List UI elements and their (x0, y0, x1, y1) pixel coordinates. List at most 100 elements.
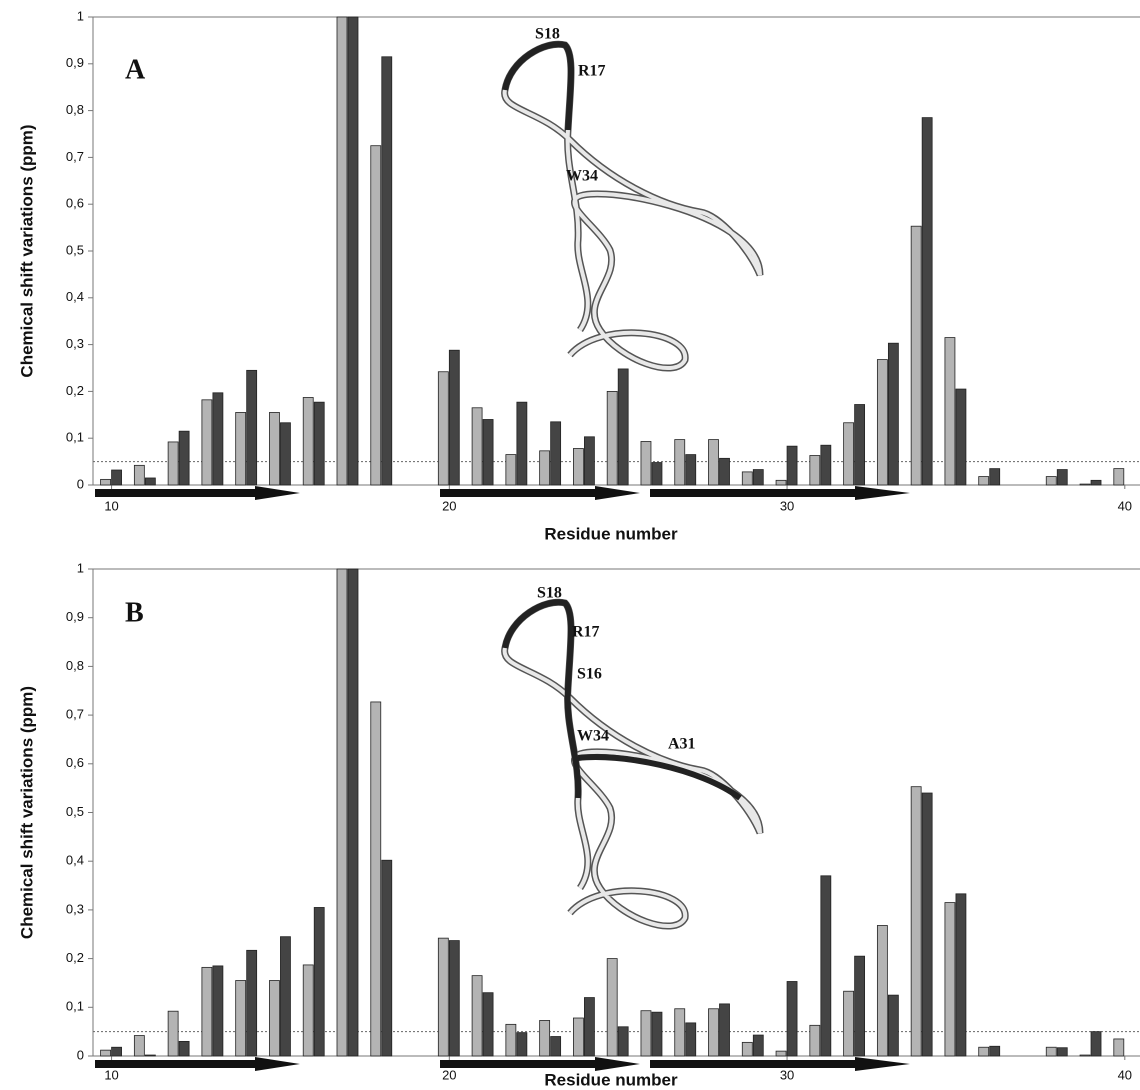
y-tick-label: 0,5 (66, 804, 84, 819)
bar (167, 1010, 179, 1057)
x-axis-title: Residue number (544, 524, 678, 543)
y-tick-label: 0,3 (66, 901, 84, 916)
bar (809, 1024, 821, 1057)
panel: 0 0,1 0,2 0,3 0,4 0,5 0,6 0,7 0,8 0,9 1 10 20 30 40 B Re… (17, 560, 1140, 1089)
bar (347, 568, 359, 1057)
y-tick-label: 0,1 (66, 999, 84, 1014)
residue-annotation: W34 (566, 168, 598, 185)
bar (1045, 1046, 1057, 1057)
bar (448, 349, 460, 486)
bar (336, 568, 348, 1057)
bar (1113, 1038, 1125, 1057)
strand-arrows-b (95, 1057, 910, 1071)
bar (876, 925, 888, 1057)
bar (100, 478, 111, 486)
bar (505, 1023, 517, 1057)
structure-a (505, 44, 760, 368)
bar (843, 990, 855, 1057)
bar (111, 469, 122, 486)
bar (674, 1008, 686, 1057)
bar (539, 1020, 551, 1057)
y-axis-title: Chemical shift variations (ppm) (17, 686, 36, 939)
y-tick-label: 0 (77, 1047, 84, 1062)
bar (775, 1050, 787, 1057)
bar (854, 955, 866, 1057)
bar (989, 468, 1001, 486)
bar (370, 701, 382, 1057)
residue-annotation: W34 (577, 728, 609, 745)
panel: 0 0,1 0,2 0,3 0,4 0,5 0,6 0,7 0,8 0,9 1 10 20 30 40 A Re… (17, 8, 1140, 543)
bar (269, 412, 280, 486)
bar (978, 1046, 990, 1057)
bar (1079, 483, 1091, 486)
bar (235, 980, 247, 1057)
bar (584, 997, 595, 1057)
x-axis-title: Residue number (544, 1070, 678, 1089)
y-tick-label: 0,8 (66, 658, 84, 673)
residue-annotation: R17 (578, 63, 606, 80)
bar (944, 337, 956, 486)
y-tick-label: 0,6 (66, 196, 84, 211)
bar (201, 966, 213, 1057)
bar (741, 1041, 753, 1057)
bar (550, 421, 562, 486)
bar (1090, 479, 1102, 486)
bar (246, 369, 258, 486)
bar (1056, 1047, 1068, 1057)
y-tick-label: 0,4 (66, 853, 84, 868)
bar (144, 477, 156, 486)
x-tick-label: 20 (442, 498, 456, 513)
y-tick-label: 0,9 (66, 609, 84, 624)
bar (1090, 1031, 1102, 1057)
bar (111, 1046, 122, 1057)
bar (741, 471, 753, 486)
bar (910, 786, 922, 1057)
bar (280, 936, 291, 1057)
bar (978, 476, 990, 486)
bar (505, 454, 517, 486)
bar (640, 441, 652, 486)
bar (617, 368, 629, 486)
residue-annotation: S16 (577, 666, 602, 683)
bar (606, 390, 618, 486)
bar (302, 397, 314, 486)
bar (133, 1035, 145, 1057)
bar (843, 422, 855, 486)
bar (381, 859, 393, 1057)
bar (347, 16, 359, 486)
bar (674, 439, 686, 486)
bar (212, 392, 224, 486)
bar (100, 1049, 111, 1057)
bar (685, 454, 697, 486)
bar (313, 907, 325, 1057)
residue-annotation: S18 (535, 26, 560, 43)
bar (539, 450, 551, 486)
bar (640, 1010, 652, 1057)
y-tick-label: 0,6 (66, 755, 84, 770)
x-tick-label: 30 (780, 498, 794, 513)
bar (178, 430, 190, 486)
bar (1079, 1054, 1091, 1057)
bar (235, 412, 247, 486)
y-tick-label: 0,7 (66, 149, 84, 164)
bar (482, 992, 494, 1057)
x-tick-label: 30 (780, 1067, 794, 1082)
bar (144, 1054, 156, 1057)
bar (786, 445, 798, 486)
panel-title: A (125, 54, 146, 85)
bar (370, 145, 382, 486)
bar (133, 464, 145, 486)
bar (381, 56, 393, 486)
bar (910, 225, 922, 486)
bar (167, 441, 179, 486)
bar (719, 457, 730, 486)
bar (887, 342, 899, 486)
bar (752, 1034, 764, 1057)
bar (246, 949, 258, 1057)
bar (820, 875, 832, 1057)
residue-annotation: A31 (668, 736, 696, 753)
y-tick-label: 0,2 (66, 383, 84, 398)
bar (212, 965, 224, 1057)
bar (516, 401, 528, 486)
